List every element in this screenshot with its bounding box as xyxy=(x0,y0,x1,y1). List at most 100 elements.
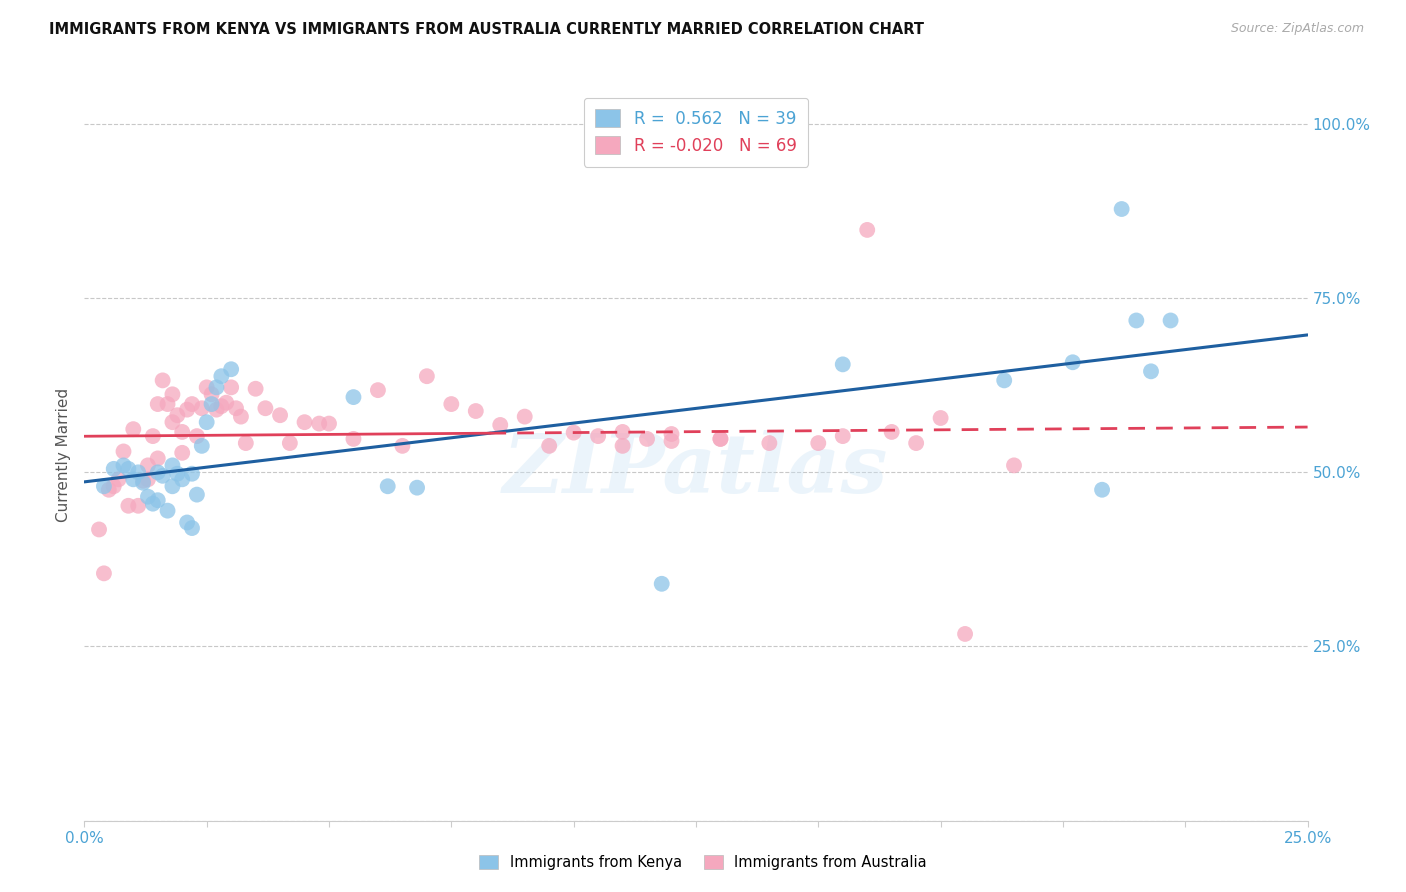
Point xyxy=(172,446,194,460)
Point xyxy=(758,436,780,450)
Point xyxy=(209,369,232,384)
Point xyxy=(1111,202,1133,216)
Point xyxy=(132,474,155,488)
Point xyxy=(318,417,340,431)
Point xyxy=(254,401,277,416)
Point xyxy=(87,523,110,537)
Point xyxy=(235,436,257,450)
Point xyxy=(856,223,879,237)
Point xyxy=(489,417,512,432)
Point xyxy=(122,422,145,436)
Point xyxy=(225,401,247,416)
Point xyxy=(136,490,159,504)
Point xyxy=(538,439,561,453)
Point xyxy=(172,425,194,439)
Point xyxy=(269,408,291,422)
Point xyxy=(219,380,242,394)
Point xyxy=(127,466,149,480)
Point xyxy=(953,627,976,641)
Point xyxy=(993,373,1015,387)
Point xyxy=(391,439,413,453)
Point xyxy=(127,499,149,513)
Point xyxy=(377,479,399,493)
Point xyxy=(440,397,463,411)
Point xyxy=(215,395,238,409)
Point xyxy=(136,472,159,486)
Point xyxy=(146,397,169,411)
Point xyxy=(612,425,634,439)
Point xyxy=(166,467,188,481)
Point xyxy=(219,362,242,376)
Point xyxy=(162,415,184,429)
Point xyxy=(612,439,634,453)
Point xyxy=(929,411,952,425)
Point xyxy=(278,436,301,450)
Y-axis label: Currently Married: Currently Married xyxy=(56,388,72,522)
Point xyxy=(1002,458,1025,473)
Point xyxy=(245,382,267,396)
Point xyxy=(122,472,145,486)
Point xyxy=(709,432,731,446)
Text: ZIPatlas: ZIPatlas xyxy=(503,430,889,509)
Point xyxy=(117,499,139,513)
Point xyxy=(181,467,204,481)
Point xyxy=(661,427,683,442)
Point xyxy=(172,472,194,486)
Point xyxy=(195,380,218,394)
Point xyxy=(831,357,853,371)
Point xyxy=(807,436,830,450)
Point xyxy=(152,468,174,483)
Point xyxy=(176,516,198,530)
Point xyxy=(107,472,129,486)
Point xyxy=(342,390,364,404)
Point xyxy=(1091,483,1114,497)
Point xyxy=(205,402,228,417)
Point xyxy=(112,444,135,458)
Point xyxy=(513,409,536,424)
Point xyxy=(142,497,165,511)
Point xyxy=(191,401,214,416)
Point xyxy=(229,409,252,424)
Point xyxy=(181,397,204,411)
Point xyxy=(186,429,208,443)
Point xyxy=(136,458,159,473)
Point xyxy=(200,397,222,411)
Point xyxy=(1062,355,1084,369)
Point xyxy=(146,493,169,508)
Point xyxy=(181,521,204,535)
Point xyxy=(103,479,125,493)
Point xyxy=(146,451,169,466)
Point xyxy=(880,425,903,439)
Point xyxy=(117,462,139,476)
Point xyxy=(166,408,188,422)
Point xyxy=(562,425,585,440)
Point xyxy=(103,462,125,476)
Point xyxy=(162,458,184,473)
Point xyxy=(367,383,389,397)
Text: IMMIGRANTS FROM KENYA VS IMMIGRANTS FROM AUSTRALIA CURRENTLY MARRIED CORRELATION: IMMIGRANTS FROM KENYA VS IMMIGRANTS FROM… xyxy=(49,22,924,37)
Point xyxy=(209,399,232,413)
Point xyxy=(831,429,853,443)
Point xyxy=(162,479,184,493)
Point xyxy=(176,402,198,417)
Point xyxy=(93,479,115,493)
Point xyxy=(97,483,120,497)
Point xyxy=(146,466,169,480)
Point xyxy=(112,458,135,473)
Text: Source: ZipAtlas.com: Source: ZipAtlas.com xyxy=(1230,22,1364,36)
Point xyxy=(132,475,155,490)
Point xyxy=(200,387,222,401)
Point xyxy=(162,387,184,401)
Point xyxy=(905,436,928,450)
Point xyxy=(142,429,165,443)
Legend: R =  0.562   N = 39, R = -0.020   N = 69: R = 0.562 N = 39, R = -0.020 N = 69 xyxy=(583,97,808,167)
Point xyxy=(195,415,218,429)
Point xyxy=(93,566,115,581)
Point xyxy=(186,488,208,502)
Point xyxy=(709,432,731,446)
Point xyxy=(661,434,683,448)
Point xyxy=(464,404,486,418)
Point xyxy=(294,415,316,429)
Point xyxy=(636,432,658,446)
Point xyxy=(1160,313,1182,327)
